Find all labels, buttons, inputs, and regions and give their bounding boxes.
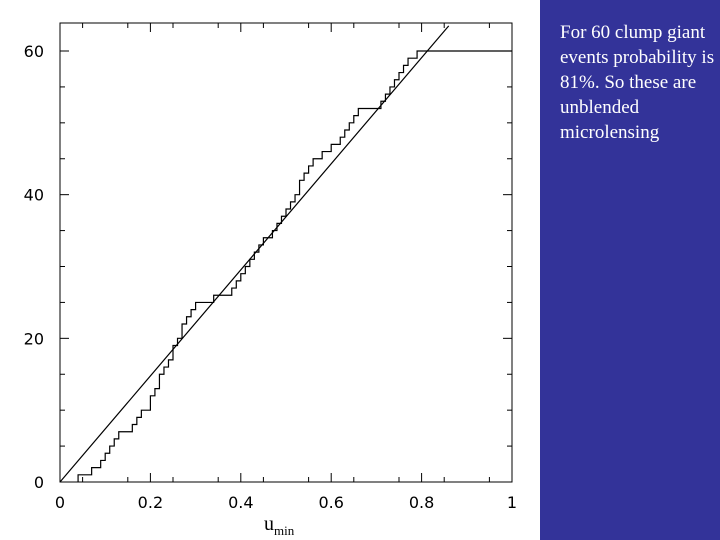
plot-frame [59,22,513,483]
x-tick-label: 0 [55,493,65,512]
y-tick-label: 0 [34,473,44,492]
x-tick-label: 1 [507,493,517,512]
data-series [59,25,512,483]
tick-marks [59,23,513,483]
chart-plot-area: 0 0.2 0.4 0.6 0.8 1 0 20 40 60 umin [23,22,518,538]
x-axis-label-subscript: min [274,523,295,538]
y-tick-label: 20 [24,329,44,348]
y-tick-label: 40 [24,186,44,205]
cumulative-step-series [77,50,512,482]
reference-line-series [59,25,450,483]
tick-labels: 0 0.2 0.4 0.6 0.8 1 0 20 40 60 [24,42,517,512]
x-tick-label: 0.2 [138,493,163,512]
x-axis-label: umin [264,513,295,538]
x-axis-label-main: u [264,513,274,535]
chart-svg: 0 0.2 0.4 0.6 0.8 1 0 20 40 60 umin [24,22,517,538]
x-tick-label: 0.4 [228,493,253,512]
annotation-panel: For 60 clump giant events probability is… [540,0,720,540]
x-tick-label: 0.6 [318,493,343,512]
annotation-text: For 60 clump giant events probability is… [560,22,715,143]
y-tick-label: 60 [24,42,44,61]
x-tick-label: 0.8 [409,493,434,512]
